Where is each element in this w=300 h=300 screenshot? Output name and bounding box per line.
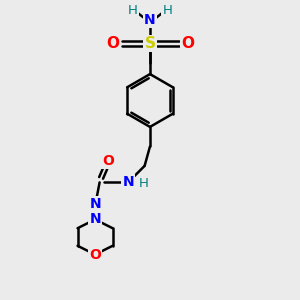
Text: H: H <box>163 4 172 17</box>
Text: N: N <box>89 197 101 211</box>
Text: H: H <box>139 177 148 190</box>
Text: N: N <box>122 176 134 189</box>
Text: S: S <box>145 36 155 51</box>
Text: H: H <box>128 4 137 17</box>
Text: N: N <box>144 13 156 26</box>
Text: O: O <box>106 36 119 51</box>
Text: O: O <box>181 36 194 51</box>
Text: N: N <box>89 212 101 226</box>
Text: O: O <box>102 154 114 168</box>
Text: O: O <box>89 248 101 262</box>
